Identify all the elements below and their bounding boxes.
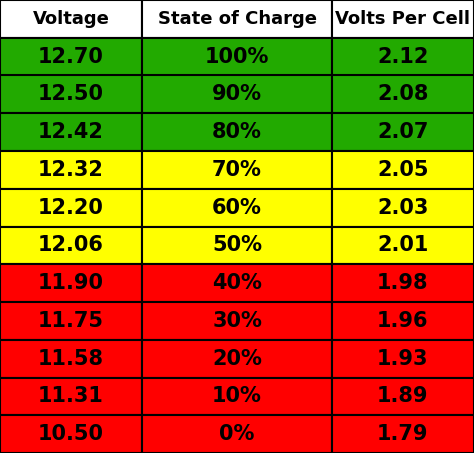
Bar <box>142 340 332 377</box>
Bar <box>142 76 332 113</box>
Text: 11.90: 11.90 <box>38 273 104 293</box>
Bar <box>0 340 142 377</box>
Text: 80%: 80% <box>212 122 262 142</box>
Text: 12.50: 12.50 <box>38 84 104 104</box>
Text: 2.01: 2.01 <box>377 236 428 255</box>
Text: 11.75: 11.75 <box>38 311 104 331</box>
Text: 70%: 70% <box>212 160 262 180</box>
Bar <box>332 0 474 38</box>
Text: 1.93: 1.93 <box>377 349 428 369</box>
Bar <box>332 151 474 189</box>
Text: 0%: 0% <box>219 424 255 444</box>
Text: 2.05: 2.05 <box>377 160 428 180</box>
Bar <box>142 113 332 151</box>
Bar <box>0 415 142 453</box>
Bar <box>332 113 474 151</box>
Bar <box>0 0 142 38</box>
Text: 40%: 40% <box>212 273 262 293</box>
Bar <box>332 264 474 302</box>
Bar <box>142 415 332 453</box>
Text: 20%: 20% <box>212 349 262 369</box>
Text: Volts Per Cell: Volts Per Cell <box>336 10 470 28</box>
Bar <box>142 189 332 226</box>
Bar <box>0 151 142 189</box>
Text: 12.32: 12.32 <box>38 160 104 180</box>
Bar <box>142 0 332 38</box>
Text: 60%: 60% <box>212 198 262 217</box>
Bar <box>332 189 474 226</box>
Bar <box>0 226 142 264</box>
Bar <box>142 377 332 415</box>
Bar <box>142 302 332 340</box>
Text: State of Charge: State of Charge <box>157 10 317 28</box>
Bar <box>332 76 474 113</box>
Text: 1.98: 1.98 <box>377 273 428 293</box>
Bar <box>0 302 142 340</box>
Text: 12.20: 12.20 <box>38 198 104 217</box>
Text: 11.58: 11.58 <box>38 349 104 369</box>
Text: 12.06: 12.06 <box>38 236 104 255</box>
Text: 1.89: 1.89 <box>377 386 428 406</box>
Text: 100%: 100% <box>205 47 269 67</box>
Bar <box>332 415 474 453</box>
Bar <box>0 264 142 302</box>
Text: 10%: 10% <box>212 386 262 406</box>
Bar <box>0 189 142 226</box>
Bar <box>0 76 142 113</box>
Text: 1.79: 1.79 <box>377 424 428 444</box>
Text: 2.03: 2.03 <box>377 198 428 217</box>
Bar <box>142 151 332 189</box>
Text: 12.42: 12.42 <box>38 122 104 142</box>
Text: 1.96: 1.96 <box>377 311 428 331</box>
Bar <box>142 264 332 302</box>
Text: 11.31: 11.31 <box>38 386 104 406</box>
Bar <box>332 38 474 76</box>
Text: 2.12: 2.12 <box>377 47 428 67</box>
Bar <box>332 226 474 264</box>
Text: 2.07: 2.07 <box>377 122 428 142</box>
Bar <box>332 302 474 340</box>
Text: 10.50: 10.50 <box>38 424 104 444</box>
Text: Voltage: Voltage <box>33 10 109 28</box>
Text: 90%: 90% <box>212 84 262 104</box>
Bar <box>332 377 474 415</box>
Text: 12.70: 12.70 <box>38 47 104 67</box>
Text: 30%: 30% <box>212 311 262 331</box>
Bar <box>142 38 332 76</box>
Bar <box>332 340 474 377</box>
Bar <box>0 38 142 76</box>
Text: 50%: 50% <box>212 236 262 255</box>
Text: 2.08: 2.08 <box>377 84 428 104</box>
Bar <box>0 377 142 415</box>
Bar <box>142 226 332 264</box>
Bar <box>0 113 142 151</box>
